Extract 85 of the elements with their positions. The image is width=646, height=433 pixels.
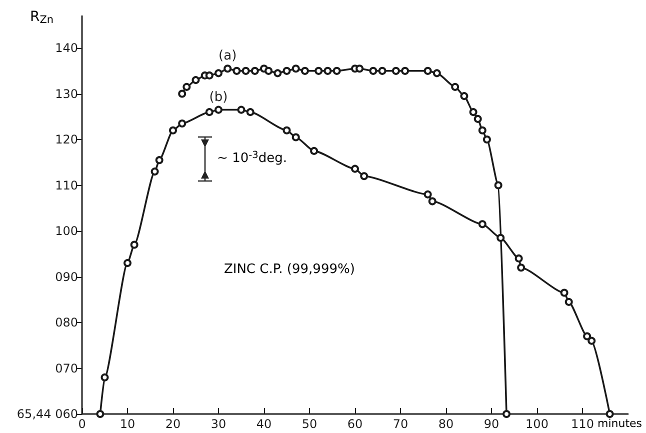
point xyxy=(356,64,364,73)
point xyxy=(250,66,259,75)
y-tick-label: 100 xyxy=(55,224,78,238)
point xyxy=(378,66,386,75)
point xyxy=(424,190,432,198)
point xyxy=(478,126,486,134)
x-tick-label: 30 xyxy=(210,417,226,431)
point xyxy=(560,288,568,297)
annotation: ZINC C.P. (99,999%) xyxy=(224,262,355,277)
x-tick-label: 50 xyxy=(302,417,318,431)
point xyxy=(292,133,300,142)
y-tick-label: 130 xyxy=(55,86,78,101)
point xyxy=(237,106,246,114)
x-tick-label: 100 xyxy=(526,417,548,431)
point xyxy=(150,168,159,176)
point xyxy=(264,66,273,75)
point xyxy=(496,234,505,242)
y-tick-label: 090 xyxy=(55,270,78,284)
point xyxy=(169,126,177,134)
point xyxy=(282,66,291,75)
point xyxy=(369,66,378,75)
point xyxy=(214,106,222,114)
x-tick-label: 20 xyxy=(165,417,181,431)
point xyxy=(478,220,486,228)
point xyxy=(401,66,410,75)
point xyxy=(100,373,109,382)
point xyxy=(314,66,323,75)
y-tick-label: 120 xyxy=(55,132,78,147)
x-tick-label: 80 xyxy=(438,417,454,431)
point xyxy=(124,259,132,268)
point xyxy=(224,64,232,73)
point xyxy=(282,126,291,134)
point xyxy=(588,336,596,345)
point xyxy=(324,66,332,75)
point xyxy=(274,69,282,78)
point xyxy=(517,264,526,272)
x-tick-label: 90 xyxy=(484,417,500,431)
point xyxy=(242,66,250,75)
point xyxy=(214,69,222,78)
point xyxy=(606,410,614,418)
point xyxy=(451,82,460,91)
point xyxy=(130,240,138,249)
point xyxy=(332,66,341,75)
y-tick-label: 65,44 060 xyxy=(16,407,78,421)
point xyxy=(310,146,318,155)
y-tick-label: 110 xyxy=(55,178,78,192)
x-tick-label: 110 xyxy=(571,417,594,431)
point xyxy=(178,90,186,98)
point xyxy=(392,66,400,75)
point xyxy=(292,64,300,73)
x-tick-label: 40 xyxy=(256,417,272,431)
x-tick-label: 60 xyxy=(347,417,363,431)
point xyxy=(460,92,468,100)
point xyxy=(360,172,368,180)
point xyxy=(428,197,436,206)
point xyxy=(469,108,478,116)
point xyxy=(192,76,200,84)
point xyxy=(232,66,241,75)
point xyxy=(300,66,309,75)
point xyxy=(351,164,359,173)
point xyxy=(205,71,214,80)
x-tick-label: 0 xyxy=(78,417,86,431)
x-tick-label: 10 xyxy=(120,417,136,431)
y-tick-label: 140 xyxy=(55,41,78,56)
point xyxy=(474,114,482,123)
x-tick-label: 70 xyxy=(392,417,408,431)
y-tick-label: 080 xyxy=(55,316,78,330)
point xyxy=(155,156,164,164)
point xyxy=(432,69,441,78)
point xyxy=(424,66,432,75)
point xyxy=(482,136,491,144)
series-label: (a) xyxy=(218,48,237,64)
point xyxy=(514,254,523,262)
point xyxy=(246,108,254,116)
point xyxy=(96,410,104,418)
y-tick-label: 070 xyxy=(55,361,78,376)
point xyxy=(583,332,592,340)
point xyxy=(564,298,573,306)
point xyxy=(494,181,502,190)
point xyxy=(502,410,511,418)
series-label: (b) xyxy=(209,90,228,105)
point xyxy=(178,120,186,128)
x-axis-title: minutes xyxy=(597,417,642,430)
point xyxy=(182,82,191,91)
point xyxy=(205,108,214,116)
